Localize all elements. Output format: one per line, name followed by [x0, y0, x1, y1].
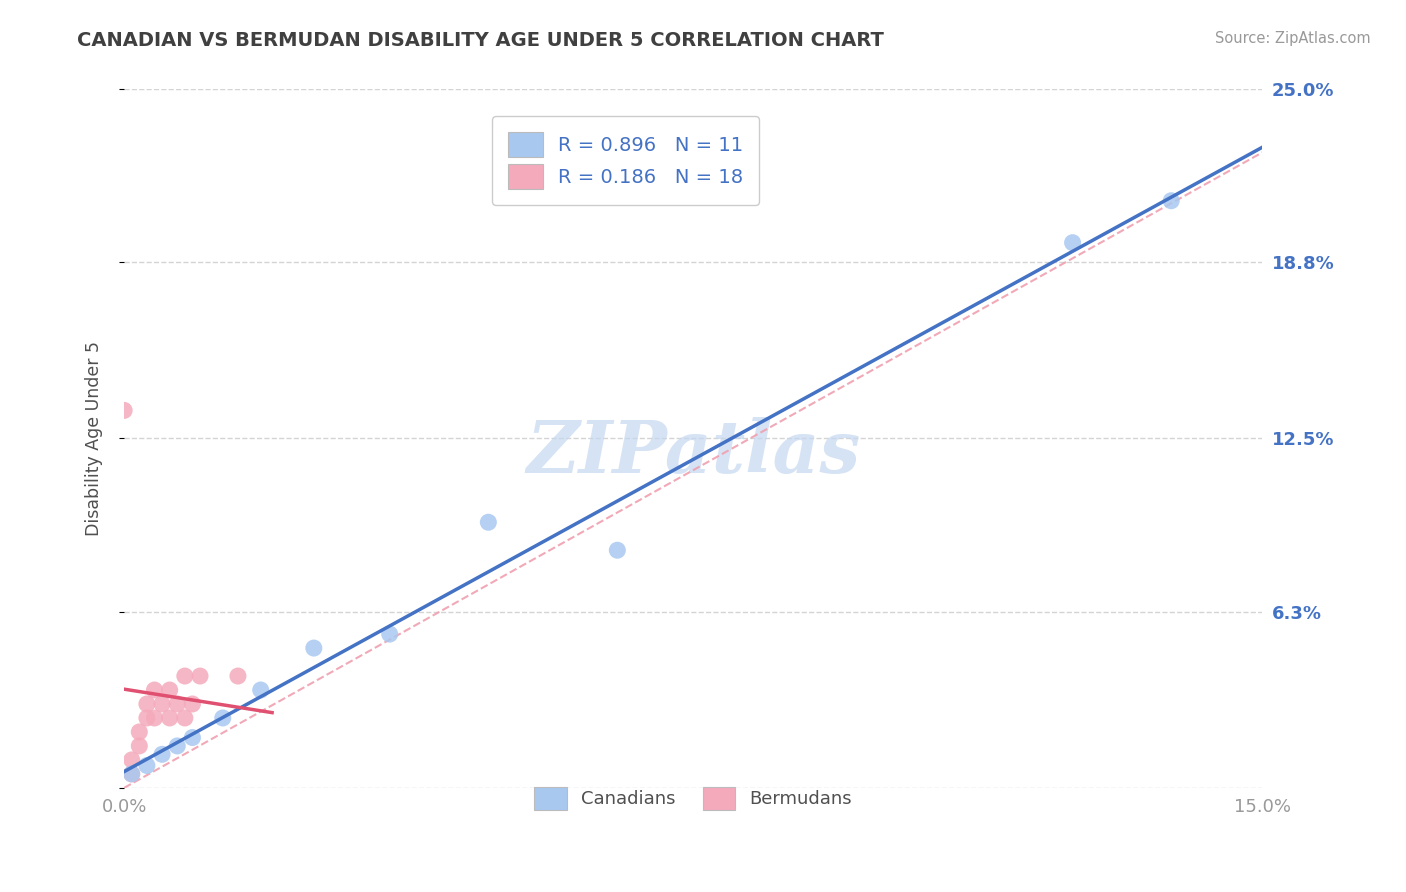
Text: CANADIAN VS BERMUDAN DISABILITY AGE UNDER 5 CORRELATION CHART: CANADIAN VS BERMUDAN DISABILITY AGE UNDE…	[77, 31, 884, 50]
Point	[166, 697, 188, 711]
Point	[121, 767, 143, 781]
Point	[121, 767, 143, 781]
Text: Source: ZipAtlas.com: Source: ZipAtlas.com	[1215, 31, 1371, 46]
Point	[226, 669, 249, 683]
Point	[128, 739, 150, 753]
Point	[477, 515, 499, 529]
Point	[159, 683, 181, 698]
Point	[135, 758, 157, 772]
Point	[606, 543, 628, 558]
Point	[211, 711, 233, 725]
Point	[173, 711, 195, 725]
Point	[121, 753, 143, 767]
Point	[143, 683, 166, 698]
Point	[159, 711, 181, 725]
Point	[166, 739, 188, 753]
Point	[135, 697, 157, 711]
Point	[1160, 194, 1182, 208]
Point	[112, 403, 135, 417]
Y-axis label: Disability Age Under 5: Disability Age Under 5	[86, 341, 103, 536]
Point	[150, 697, 173, 711]
Point	[181, 697, 204, 711]
Point	[188, 669, 211, 683]
Point	[135, 711, 157, 725]
Point	[378, 627, 401, 641]
Point	[173, 669, 195, 683]
Point	[302, 641, 325, 656]
Text: ZIPatlas: ZIPatlas	[526, 417, 860, 488]
Point	[143, 711, 166, 725]
Point	[150, 747, 173, 762]
Point	[249, 683, 271, 698]
Legend: Canadians, Bermudans: Canadians, Bermudans	[520, 772, 866, 824]
Point	[1062, 235, 1084, 250]
Point	[128, 725, 150, 739]
Point	[181, 731, 204, 745]
